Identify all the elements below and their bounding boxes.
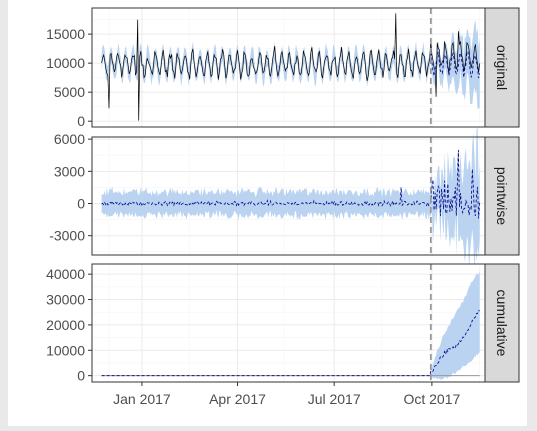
y-tick-label: 20000 [46, 317, 85, 333]
panel-background [92, 264, 485, 382]
facet-strip-pointwise [484, 136, 520, 256]
y-tick-label: 40000 [46, 266, 85, 282]
window-frame-left [0, 0, 8, 431]
facet-strip-label: cumulative [494, 290, 510, 357]
y-tick-label: 10000 [46, 342, 85, 358]
x-tick-label: Jan 2017 [113, 391, 171, 407]
x-tick-label: Jul 2017 [308, 391, 361, 407]
facet-strip-cumulative [484, 263, 520, 383]
facet-strip-label: original [494, 45, 510, 90]
panel-cumulative: 0 10000 20000 30000 40000 cumulative [46, 263, 520, 384]
pointwise-effect-line [101, 149, 481, 219]
y-tick-label: 6000 [54, 131, 85, 147]
x-tick-label: Oct 2017 [403, 391, 460, 407]
y-tick-label: 0 [77, 368, 85, 384]
predicted-series-line [430, 51, 481, 79]
cumulative-effect-line [101, 309, 480, 377]
prediction-interval-band [430, 270, 480, 380]
y-tick-label: 10000 [46, 55, 85, 71]
window-frame-bottom [0, 426, 537, 431]
y-tick-label: 5000 [54, 84, 85, 100]
x-axis: Jan 2017 Apr 2017 Jul 2017 Oct 2017 [113, 382, 461, 407]
panel-pointwise: -3000 0 3000 6000 pointwise [49, 127, 520, 273]
y-tick-label: 3000 [54, 163, 85, 179]
y-tick-label: 0 [77, 196, 85, 212]
panels: 0 5000 10000 15000 original -3000 0 3000 6000 poi… [46, 7, 520, 384]
prediction-interval-band [101, 127, 480, 273]
observed-series-line [101, 13, 481, 121]
y-tick-label: 0 [77, 113, 85, 129]
panel-original: 0 5000 10000 15000 original [46, 7, 520, 129]
y-tick-label: 30000 [46, 292, 85, 308]
window-frame-right [527, 0, 537, 431]
prediction-interval-band [101, 20, 480, 111]
y-tick-label: -3000 [49, 228, 85, 244]
x-tick-label: Apr 2017 [209, 391, 266, 407]
facet-strip-label: pointwise [494, 167, 510, 226]
y-tick-label: 15000 [46, 26, 85, 42]
facet-strip-original [484, 7, 520, 128]
